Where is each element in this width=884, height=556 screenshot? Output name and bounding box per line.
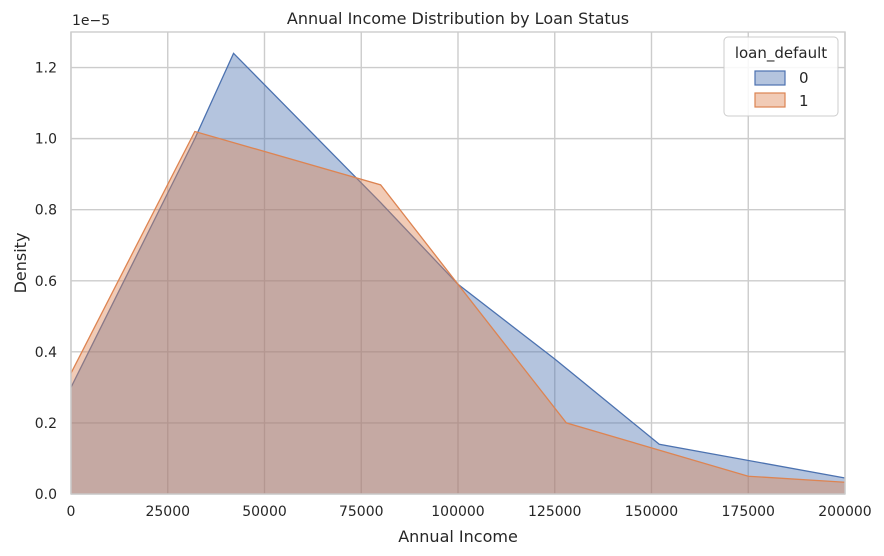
- x-tick-label: 125000: [528, 504, 581, 520]
- legend-label-0: 0: [799, 69, 809, 87]
- chart-title: Annual Income Distribution by Loan Statu…: [287, 9, 629, 28]
- y-tick-label: 0.8: [35, 203, 57, 219]
- x-tick-label: 75000: [339, 504, 384, 520]
- y-axis-title: Density: [11, 233, 30, 294]
- legend-label-1: 1: [799, 92, 809, 110]
- x-axis-title: Annual Income: [398, 527, 518, 546]
- legend-title: loan_default: [735, 44, 827, 63]
- line-series-1: [70, 130, 846, 483]
- legend-box: [723, 36, 839, 117]
- y-tick-label: 1.0: [35, 132, 57, 148]
- series-areas: [70, 52, 846, 494]
- legend: loan_default 0 1: [723, 36, 839, 117]
- x-tick-label: 0: [67, 504, 76, 520]
- y-tick-label: 1.2: [35, 61, 57, 77]
- x-tick-label: 200000: [818, 504, 871, 520]
- y-tick-label: 0.2: [35, 416, 57, 432]
- legend-swatch-0: [754, 70, 786, 86]
- x-tick-label: 175000: [722, 504, 775, 520]
- line-series-0: [70, 52, 846, 479]
- x-tick-label: 150000: [625, 504, 678, 520]
- y-tick-label: 0.0: [35, 487, 57, 503]
- plot-border: [70, 31, 846, 495]
- legend-swatch-1: [754, 92, 786, 108]
- area-series-1: [71, 131, 845, 494]
- y-offset-label: 1e−5: [72, 13, 110, 29]
- plot-frame: [70, 31, 846, 495]
- y-tick-label: 0.4: [35, 345, 57, 361]
- x-tick-label: 50000: [242, 504, 287, 520]
- x-tick-label: 100000: [431, 504, 484, 520]
- x-tick-label: 25000: [145, 504, 190, 520]
- y-tick-label: 0.6: [35, 274, 57, 290]
- area-series-0: [71, 53, 845, 494]
- tick-labels: 0 25000 50000 75000 100000 125000 150000 175000…: [35, 61, 872, 520]
